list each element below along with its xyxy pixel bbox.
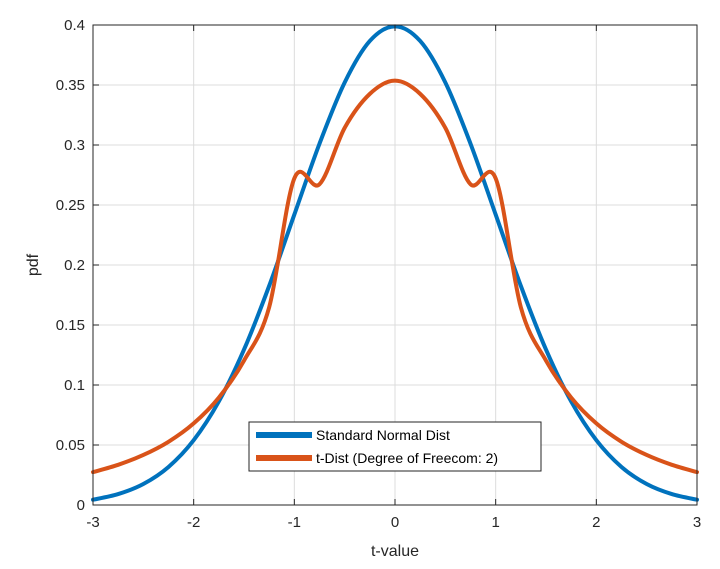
y-tick-label: 0.1: [64, 377, 85, 394]
x-axis-label: t-value: [371, 543, 419, 560]
y-tick-label: 0.3: [64, 137, 85, 154]
y-tick-label: 0.2: [64, 257, 85, 274]
y-tick-label: 0.4: [64, 17, 85, 34]
x-tick-label: -2: [187, 514, 200, 531]
x-tick-label: 0: [391, 514, 399, 531]
tick-labels: -3 -2 -1 0 1 2 3 0 0.05 0.1 0.15 0.2 0.25 0.3 0.35 0.4: [56, 17, 701, 531]
y-tick-label: 0.05: [56, 437, 85, 454]
y-tick-label: 0.15: [56, 317, 85, 334]
series-line-tdist: [91, 78, 699, 475]
ticks: [92, 24, 698, 506]
x-tick-label: -1: [288, 514, 301, 531]
x-tick-label: -3: [86, 514, 99, 531]
legend-box: [248, 421, 542, 472]
y-tick-label: 0.35: [56, 77, 85, 94]
legend-label-normal: Standard Normal Dist: [316, 427, 450, 443]
x-tick-label: 2: [592, 514, 600, 531]
y-tick-label: 0: [77, 497, 85, 514]
x-tick-label: 3: [693, 514, 701, 531]
y-axis-label: pdf: [25, 253, 42, 276]
legend: Standard Normal Dist t-Dist (Degree of F…: [248, 421, 542, 472]
x-tick-label: 1: [491, 514, 499, 531]
y-tick-label: 0.25: [56, 197, 85, 214]
legend-label-tdist: t-Dist (Degree of Freecom: 2): [316, 450, 498, 466]
